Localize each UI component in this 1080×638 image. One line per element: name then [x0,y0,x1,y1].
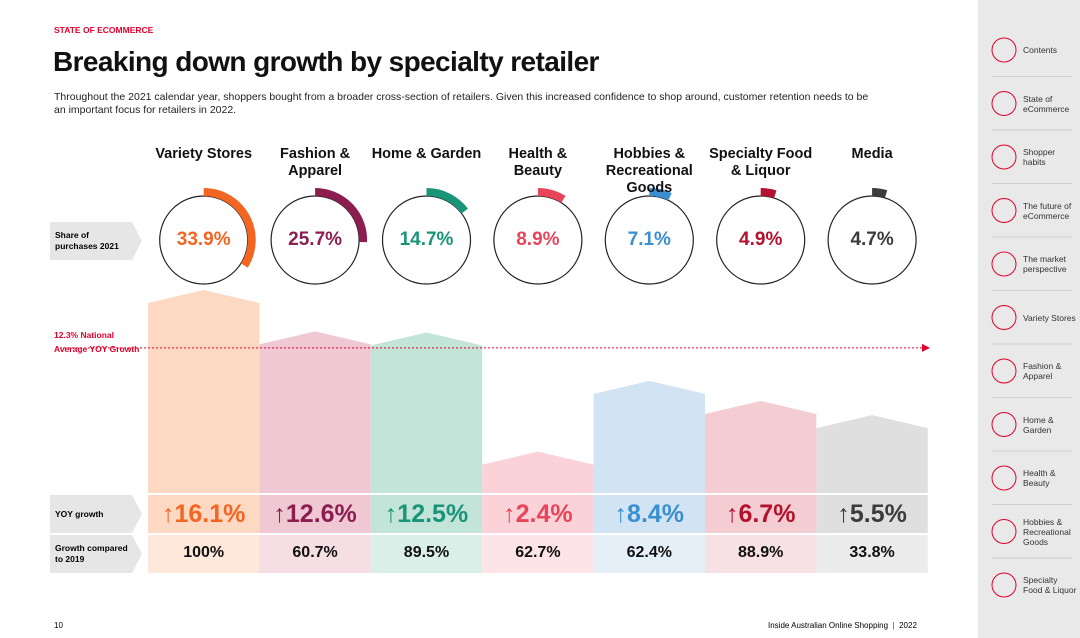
nav-icon [991,465,1017,491]
share-value: 4.7% [850,229,894,250]
share-arc [426,188,468,214]
share-arc [871,188,888,198]
share-arc [649,188,672,201]
growth-house [816,415,928,493]
nav-icon [991,519,1017,544]
nav-item: The future of eCommerce [1023,200,1072,221]
share-arc [760,188,777,199]
growth-house [370,332,483,493]
share-value: 33.9% [176,229,231,250]
nav-icon [991,144,1017,170]
growth-value: 62.7% [515,544,561,561]
growth-cell [705,535,817,573]
footer: Inside Australian Online Shopping | 2022 [768,621,917,630]
growth-cell [482,535,594,573]
growth-house [259,331,371,493]
row-label: Share of purchases 2021 [55,230,119,251]
nav-icon [991,251,1017,277]
publication: Inside Australian Online Shopping [768,621,889,630]
share-arc [203,188,256,268]
nav-icon [991,37,1017,63]
label-box [50,222,142,260]
growth-value: 62.4% [626,544,672,561]
category: Specialty Food & Liquor [709,146,813,179]
sidebar-bg [978,0,1080,638]
category: Hobbies & Recreational Goods [605,146,693,196]
yoy-value: ↑16.1% [162,500,246,528]
nav-item: Fashion & Apparel [1023,361,1062,381]
nav-item: State of eCommerce [1023,93,1070,114]
growth-value: 100% [183,544,225,561]
title: Breaking down growth by specialty retail… [53,46,599,77]
nav-icon [991,91,1017,116]
yoy-cell [259,495,371,533]
yoy-cell [482,495,594,533]
nav-icon [991,412,1017,437]
nav-icon [991,358,1017,384]
yoy-cell [148,495,260,533]
yoy-cell [593,495,705,533]
arrow-head [922,343,930,352]
growth-cell [593,535,705,573]
growth-value: 88.9% [738,544,784,561]
row-label: Growth compared to 2019 [55,543,128,564]
yoy-value: ↑6.7% [725,500,796,528]
growth-value: 60.7% [292,544,338,561]
growth-cell [816,535,928,573]
share-value: 25.7% [288,229,343,250]
nav-icon [991,198,1017,223]
nav-item: Home & Garden [1023,414,1054,435]
section-label: STATE OF ECOMMERCE [54,25,154,35]
growth-cell [148,535,260,573]
nav-item: Contents [1023,45,1058,55]
page-number: 10 [54,621,63,630]
growth-house [148,290,260,493]
growth-cell [259,535,371,573]
yoy-cell [705,495,817,533]
nav-icon [991,305,1017,330]
share-value: 8.9% [516,229,560,250]
year: 2022 [899,621,917,630]
share-arc [537,188,566,203]
growth-house [705,400,817,493]
nav-item: Specialty Food & Liquor [1023,575,1077,595]
growth-house [482,451,594,493]
national-label: 12.3% National Average YOY Growth [54,328,139,356]
growth-house [593,380,705,493]
growth-value: 89.5% [403,544,450,561]
yoy-value: ↑12.6% [273,500,357,528]
label-box [50,495,142,533]
share-value: 7.1% [627,229,671,250]
share-value: 14.7% [399,229,454,250]
nav-icon [991,572,1017,598]
category: Home & Garden [371,146,482,162]
yoy-cell [370,495,483,533]
nav-item: Variety Stores [1023,312,1076,323]
yoy-cell [816,495,928,533]
growth-cell [370,535,483,573]
category: Fashion & Apparel [280,146,351,179]
category: Variety Stores [155,146,253,162]
nav-item: Shopper habits [1023,147,1056,167]
yoy-value: ↑5.5% [837,500,907,528]
share-arc [314,188,368,243]
nav-item: Health & Beauty [1023,468,1056,488]
yoy-value: ↑2.4% [503,500,573,528]
yoy-value: ↑8.4% [614,500,685,528]
category: Health & Beauty [508,146,568,179]
label-box [50,535,142,573]
yoy-value: ↑12.5% [384,500,469,528]
national-label-line: 12.3% National [54,330,114,340]
nav-item: The market perspective [1023,254,1067,274]
row-label: YOY growth [55,509,104,519]
growth-value: 33.8% [849,544,895,561]
nav-item: Hobbies & Recreational Goods [1023,516,1071,547]
share-value: 4.9% [739,229,783,250]
category: Media [851,146,893,162]
national-label-line: Average YOY Growth [54,344,140,354]
intro: Throughout the 2021 calendar year, shopp… [54,91,869,116]
